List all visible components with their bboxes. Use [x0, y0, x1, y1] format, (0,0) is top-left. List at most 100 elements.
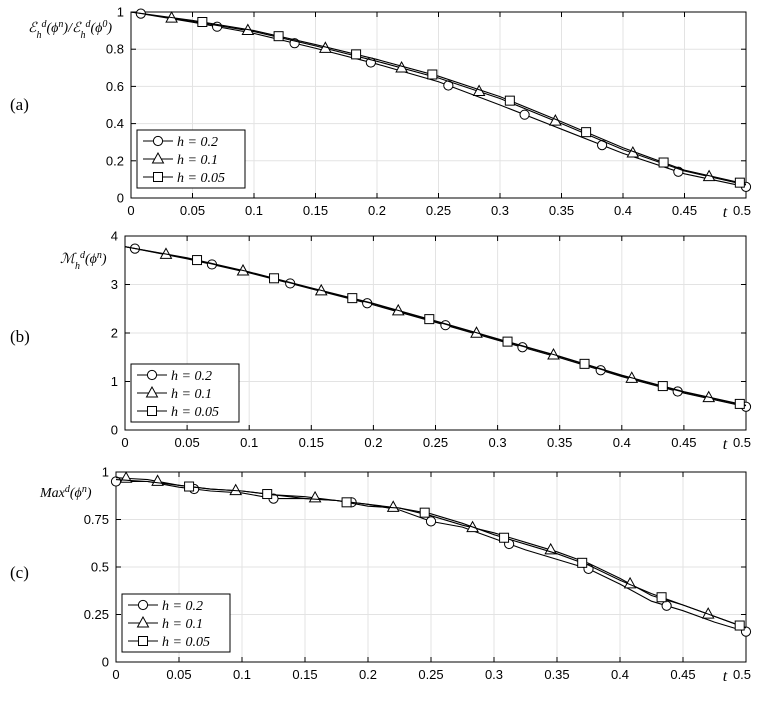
legend-label: h = 0.05	[162, 635, 210, 650]
series-point-square	[657, 381, 668, 392]
x-tick-label: 0.15	[292, 667, 317, 682]
chart-panel-1: 0 0.05 0.1 0.15 0.2 0.25 0.3 0.35 0.4 0.45 0.5 0 0.2…	[10, 5, 752, 221]
chart-panel-2: 0 0.05 0.1 0.15 0.2 0.25 0.3 0.35 0.4 0.45 0.5 0 1 2 3…	[10, 229, 752, 453]
series-point-square	[581, 127, 592, 138]
y-tick-label: 0.2	[106, 153, 124, 168]
x-tick-label: 0.05	[174, 435, 199, 450]
x-tick-label: 0.15	[303, 203, 328, 218]
x-tick-label: 0.4	[611, 667, 629, 682]
series-line-square	[130, 11, 747, 185]
series-point-square	[347, 293, 358, 304]
x-tick-label: 0.2	[368, 203, 386, 218]
x-tick-label: 0.2	[359, 667, 377, 682]
x-tick-label: 0.35	[547, 435, 572, 450]
x-tick-label: 0	[112, 667, 119, 682]
y-axis-label: ℳhd(ϕn)	[60, 250, 107, 272]
legend-label: h = 0.05	[171, 405, 219, 420]
series-point-square	[184, 481, 195, 492]
x-tick-label: 0.3	[491, 203, 509, 218]
x-tick-label: 0.05	[180, 203, 205, 218]
series-point-square	[351, 49, 362, 60]
legend-label: h = 0.1	[162, 617, 203, 632]
legend-marker-triangle	[151, 151, 165, 164]
legend-label: h = 0.1	[171, 387, 212, 402]
series-point-square	[658, 157, 669, 168]
x-tick-label: 0.25	[423, 435, 448, 450]
legend-label: h = 0.1	[177, 153, 218, 168]
x-tick-label: 0.25	[426, 203, 451, 218]
x-tick-label: 0.35	[544, 667, 569, 682]
series-point-square	[192, 255, 203, 266]
legend-marker-square	[147, 406, 157, 416]
series-point-triangle	[386, 500, 400, 512]
x-axis-label: t	[723, 436, 728, 453]
x-tick-label: 0.1	[245, 203, 263, 218]
x-tick-label: 0.15	[299, 435, 324, 450]
series-line-circle	[130, 11, 747, 188]
series-point-square	[269, 273, 280, 284]
y-tick-label: 3	[111, 277, 118, 292]
series-point-square	[499, 532, 510, 543]
y-tick-label: 0	[102, 655, 109, 670]
series-point-square	[577, 557, 588, 568]
x-tick-label: 0.35	[549, 203, 574, 218]
legend-marker-square	[153, 172, 163, 182]
y-tick-label: 0.5	[91, 560, 109, 575]
x-tick-label: 0.5	[733, 435, 751, 450]
y-tick-label: 0.4	[106, 116, 124, 131]
y-tick-label: 1	[117, 5, 124, 20]
legend-marker-circle	[152, 135, 164, 147]
legend-marker-triangle	[145, 385, 159, 398]
x-tick-label: 0.3	[485, 667, 503, 682]
y-tick-label: 1	[111, 374, 118, 389]
legend-label: h = 0.2	[171, 369, 212, 384]
y-tick-label: 2	[111, 326, 118, 341]
legend-marker-square	[138, 636, 148, 646]
y-tick-label: 1	[102, 465, 109, 480]
panel-label: (c)	[10, 563, 29, 582]
legend-label: h = 0.2	[177, 135, 218, 150]
panel-label: (a)	[10, 95, 29, 114]
x-tick-label: 0	[121, 435, 128, 450]
y-tick-label: 0.25	[84, 607, 109, 622]
series-point-triangle	[229, 483, 243, 496]
legend-label: h = 0.2	[162, 599, 203, 614]
x-tick-label: 0.45	[670, 667, 695, 682]
series-point-circle	[425, 516, 437, 527]
series-point-square	[424, 314, 435, 325]
series-point-square	[734, 398, 745, 409]
y-tick-label: 0.8	[106, 42, 124, 57]
x-tick-label: 0.4	[613, 435, 631, 450]
x-tick-label: 0.45	[672, 203, 697, 218]
x-tick-label: 0	[127, 203, 134, 218]
series-point-square	[579, 358, 590, 369]
y-tick-label: 4	[111, 229, 118, 244]
x-tick-label: 0.05	[166, 667, 191, 682]
panel-label: (b)	[10, 327, 30, 346]
legend-marker-circle	[137, 599, 149, 611]
series-point-square	[419, 507, 430, 518]
series-point-square	[734, 177, 745, 188]
series-point-square	[504, 95, 515, 106]
series-point-square	[341, 497, 352, 508]
x-tick-label: 0.1	[240, 435, 258, 450]
x-tick-label: 0.3	[489, 435, 507, 450]
x-axis-label: t	[723, 668, 728, 685]
series-point-square	[273, 31, 284, 42]
series-line-square	[115, 479, 747, 629]
series-point-square	[427, 69, 438, 80]
series-point-square	[197, 17, 208, 28]
y-tick-label: 0	[111, 423, 118, 438]
x-tick-label: 0.4	[614, 203, 632, 218]
y-tick-label: 0	[117, 191, 124, 206]
legend-marker-circle	[146, 369, 158, 381]
y-axis-label: ℰhd(ϕn)/ℰhd(ϕ0)	[28, 19, 112, 41]
y-tick-label: 0.6	[106, 79, 124, 94]
x-tick-label: 0.5	[733, 203, 751, 218]
x-axis-label: t	[723, 204, 728, 221]
series-line-square	[124, 246, 747, 406]
series-line-triangle	[130, 11, 747, 186]
legend-label: h = 0.05	[177, 171, 225, 186]
